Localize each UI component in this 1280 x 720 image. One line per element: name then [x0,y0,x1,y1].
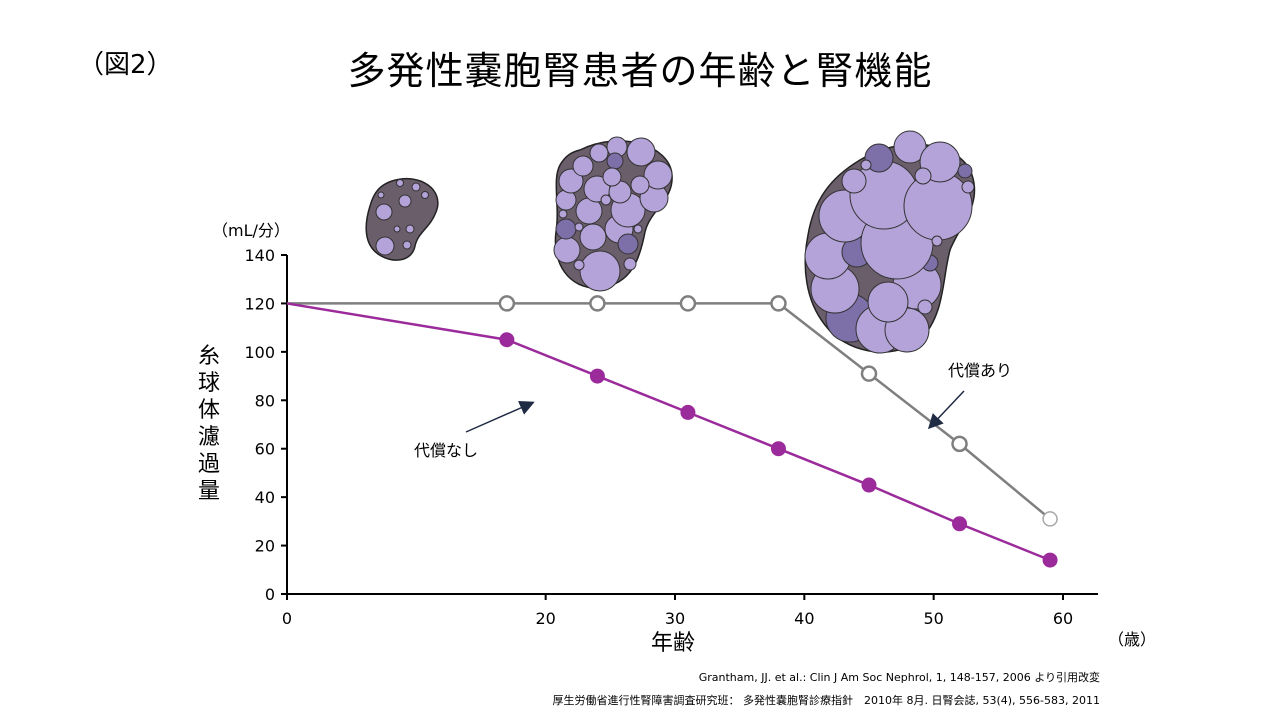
data-point-with-compensation [679,295,697,312]
data-point-without-compensation [770,441,786,457]
y-tick-label: 80 [255,391,275,410]
y-tick-label: 120 [244,294,275,313]
data-point-with-compensation [951,435,968,453]
x-axis-label: 年齢 [651,631,696,656]
citation-1: Grantham, JJ. et al.: Clin J Am Soc Neph… [698,671,1100,684]
kidney-illustration-large [804,130,976,354]
data-point-with-compensation [589,295,606,312]
series-line-without-compensation [286,302,1051,562]
x-tick-label: 50 [923,609,943,628]
data-point-without-compensation [952,516,968,532]
x-tick-label: 40 [794,609,814,628]
citation-2: 厚生労働省進行性腎障害調査研究班： 多発性嚢胞腎診療指針 2010年 8月. 日… [552,694,1101,707]
kidney-illustration-small [365,177,439,261]
data-point-without-compensation [861,477,877,493]
x-axis-unit: （歳） [1108,630,1157,649]
figure-label: （図2） [78,50,173,80]
y-tick-label: 20 [255,537,275,556]
data-point-with-compensation [770,295,787,312]
kidney-illustration-medium [553,136,673,292]
y-tick-label: 40 [255,488,275,507]
data-point-without-compensation [499,332,515,348]
data-point-with-compensation [1042,511,1058,527]
annotation-without-compensation: 代償なし [414,441,478,460]
annotation-arrow-without-compensation [465,400,535,433]
x-tick-label: 60 [1053,609,1073,628]
data-point-without-compensation [589,368,605,384]
annotation-with-compensation: 代償あり [948,361,1012,380]
y-tick-label: 140 [244,246,275,265]
y-axis-label: 糸球体濾過量 [197,344,220,504]
x-tick-label: 0 [282,609,292,628]
annotation-arrow-with-compensation [927,390,965,430]
y-tick-label: 0 [265,585,275,604]
data-point-with-compensation [498,295,516,312]
x-tick-label: 30 [665,609,685,628]
y-tick-label: 100 [244,343,275,362]
data-point-without-compensation [680,404,696,420]
y-tick-label: 60 [255,440,275,459]
data-point-without-compensation [1042,552,1058,568]
y-axis-unit: （mL/分） [212,221,290,240]
x-tick-label: 20 [535,609,555,628]
chart-title: 多発性嚢胞腎患者の年齢と腎機能 [347,49,933,93]
data-point-with-compensation [860,365,878,382]
series-line-with-compensation [287,302,1051,520]
